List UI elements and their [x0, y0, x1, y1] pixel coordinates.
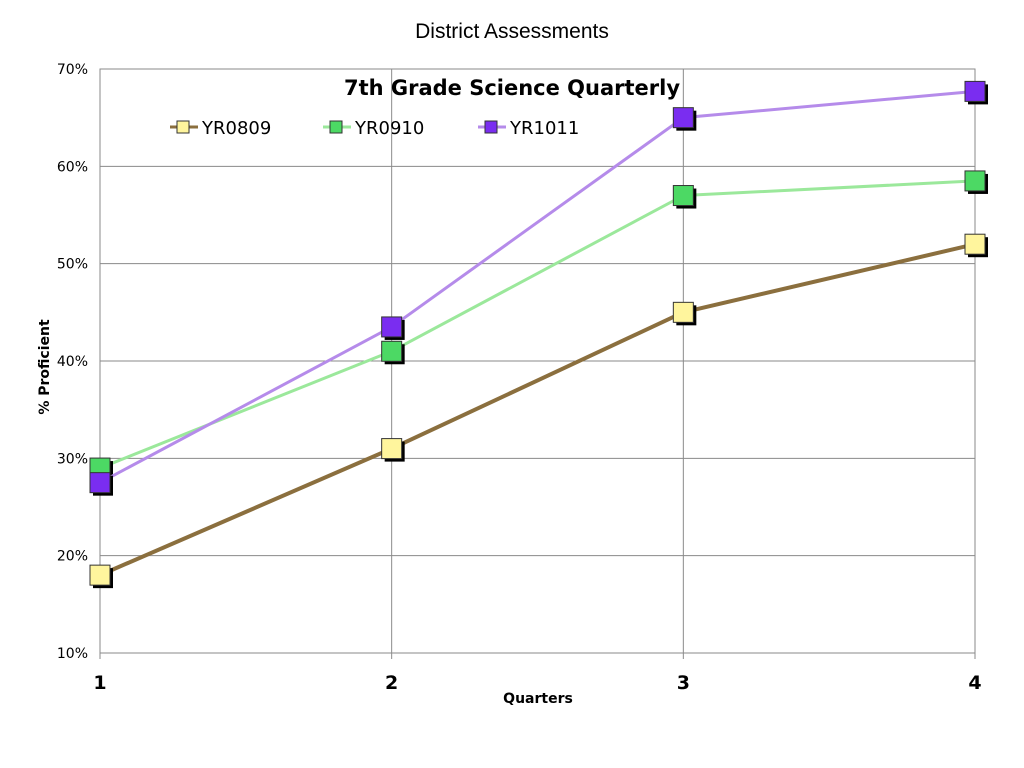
data-point [89, 472, 111, 494]
x-tick-label: 3 [677, 672, 690, 694]
y-tick-label: 20% [57, 549, 88, 565]
tick-labels: 10% 20% 30% 40% 50% 60% 70% 1 2 3 4 [57, 62, 982, 694]
data-point [381, 438, 403, 460]
y-tick-label: 70% [57, 62, 88, 78]
chart-axes [99, 68, 976, 654]
y-tick-label: 10% [57, 646, 88, 662]
series-line [99, 242, 976, 577]
legend-label: YR1011 [509, 118, 579, 139]
x-axis-label: Quarters [503, 691, 573, 707]
series-layer [89, 80, 988, 589]
legend-item: YR0809 [170, 118, 271, 139]
legend-label: YR0809 [201, 118, 271, 139]
data-point [672, 301, 694, 323]
legend-label: YR0910 [354, 118, 424, 139]
x-tick-label: 4 [968, 672, 981, 694]
series-YR0910 [89, 170, 988, 482]
legend-marker [329, 120, 343, 134]
data-point [89, 564, 111, 586]
legend-item: YR1011 [478, 118, 579, 139]
y-tick-label: 30% [57, 451, 88, 467]
series-line [99, 179, 976, 470]
x-tick-label: 1 [93, 672, 106, 694]
data-point [672, 185, 694, 207]
y-tick-label: 60% [57, 159, 88, 175]
legend-item: YR0910 [323, 118, 424, 139]
legend-marker [176, 120, 190, 134]
series-YR0809 [89, 233, 988, 589]
data-point [381, 316, 403, 338]
chart-title: 7th Grade Science Quarterly [344, 76, 680, 100]
y-tick-label: 50% [57, 257, 88, 273]
page-title: District Assessments [415, 20, 609, 43]
chart-grid [99, 68, 976, 659]
x-tick-label: 2 [385, 672, 398, 694]
y-tick-label: 40% [57, 354, 88, 370]
data-point [672, 107, 694, 129]
data-point [964, 170, 986, 192]
series-YR1011 [89, 80, 988, 496]
data-point [964, 80, 986, 102]
plot-border [99, 68, 976, 654]
data-point [964, 233, 986, 255]
legend: YR0809 YR0910 YR1011 [170, 118, 579, 139]
series-line [99, 89, 976, 484]
y-axis-label: % Proficient [37, 319, 53, 415]
data-point [381, 340, 403, 362]
legend-marker [484, 120, 498, 134]
